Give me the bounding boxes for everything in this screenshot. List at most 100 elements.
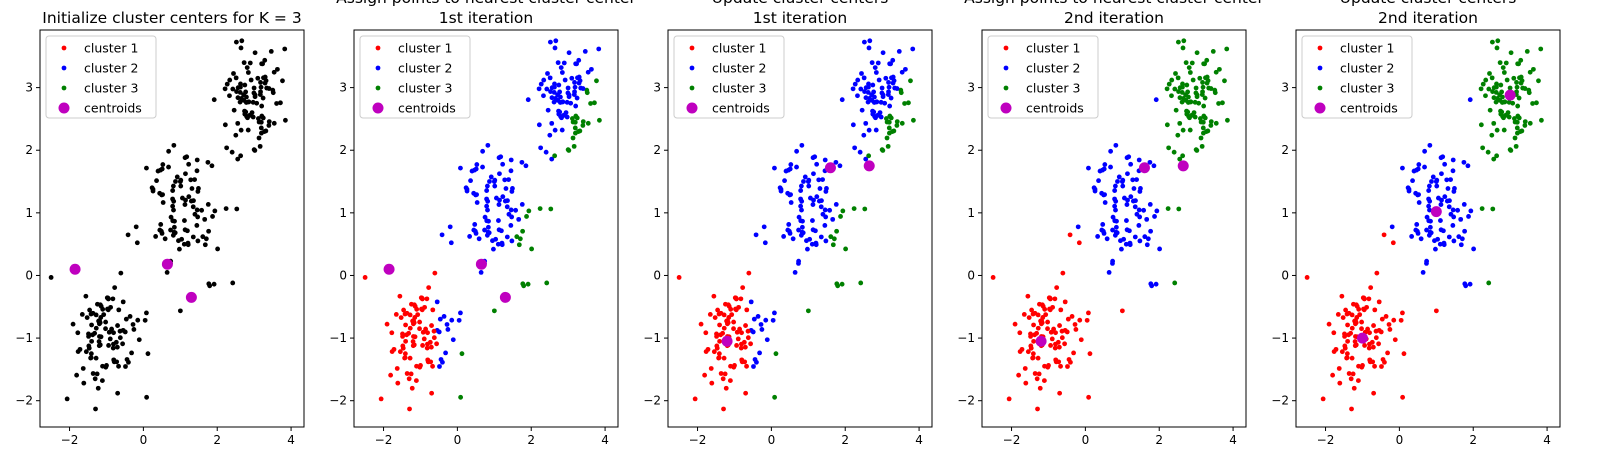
data-point [1483,77,1489,83]
data-point [876,77,882,83]
data-point [98,334,104,340]
data-point [1391,317,1397,323]
data-point [524,214,529,219]
data-point [188,177,194,183]
data-point [555,97,561,103]
x-tick-label: 4 [1229,433,1237,447]
legend-marker [1314,102,1326,114]
data-point [231,107,237,113]
legend-box [673,35,785,119]
data-point [1350,371,1356,377]
data-point [870,82,876,88]
data-point [105,295,111,301]
data-point [1148,281,1154,287]
data-point [1527,69,1533,75]
data-point [230,86,236,92]
data-point [818,234,824,240]
data-point [1451,214,1457,220]
data-point [155,168,161,174]
data-point [1427,224,1433,230]
data-point [1465,163,1471,169]
data-point [158,222,164,227]
data-point [417,319,423,325]
data-point [1047,295,1053,301]
data-point [862,206,868,212]
data-point [266,123,272,128]
panel-title: Update cluster centers [1340,0,1517,7]
data-point [1493,99,1499,105]
centroid-marker [721,335,733,347]
data-point [1359,364,1365,370]
data-point [1165,206,1171,211]
data-point [196,186,201,191]
y-tick-label: −1 [15,331,33,345]
data-point [409,385,415,391]
data-point [1023,380,1029,386]
data-point [1342,334,1347,339]
data-point [79,311,85,317]
data-point [474,162,480,167]
data-point [1400,310,1405,316]
data-point [170,196,175,202]
data-point [822,207,828,213]
data-point [1045,326,1050,332]
data-point [538,145,544,151]
data-point [1035,355,1041,361]
data-point [97,302,103,308]
centroid-marker [161,258,173,270]
data-point [1490,89,1495,94]
data-point [502,177,508,183]
data-point [94,371,100,377]
data-point [559,127,565,133]
data-point [162,236,168,242]
data-point [1461,202,1467,207]
data-point [1335,311,1341,317]
data-point [474,200,480,205]
data-point [798,183,804,189]
data-point [772,165,777,171]
data-point [1478,122,1484,128]
data-point [711,349,717,355]
data-point [498,154,504,160]
data-point [903,66,908,72]
data-point [266,119,272,125]
data-point [478,269,484,275]
data-point [889,75,894,81]
data-point [266,86,272,91]
data-point [1101,192,1107,198]
data-point [1208,119,1214,125]
data-point [899,120,905,126]
data-point [519,202,525,207]
data-point [516,242,522,248]
data-point [244,94,249,100]
data-point [1183,60,1189,66]
data-points [362,38,602,412]
axes-frame [353,29,619,428]
data-point [1331,330,1337,336]
data-point [731,319,737,325]
data-point [1427,207,1432,213]
data-point [484,188,490,193]
legend-label: cluster 1 [398,41,452,56]
centroid-marker [185,291,197,303]
data-point [1043,312,1049,318]
data-point [129,350,134,356]
data-point [425,330,430,336]
data-point [458,310,463,316]
data-point [886,125,892,131]
data-point [1480,145,1486,151]
panel-2: Assign points to nearest cluster center 1… [329,0,636,447]
data-point [1524,48,1530,54]
data-point [280,78,285,84]
legend-marker [1000,102,1012,114]
data-point [873,127,879,133]
data-point [111,330,116,336]
data-point [823,238,829,244]
data-point [1512,116,1517,121]
data-point [1102,200,1108,205]
data-point [233,132,239,138]
data-point [260,115,266,121]
data-point [1106,269,1112,275]
data-point [1022,366,1028,371]
y-tick-label: −2 [957,394,975,408]
